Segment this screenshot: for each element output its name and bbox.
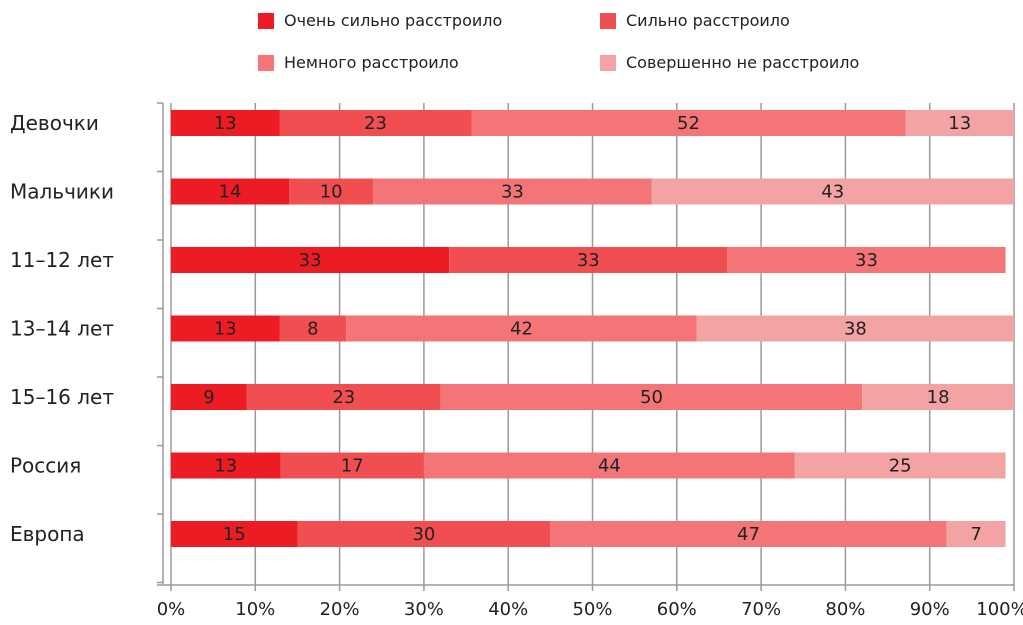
data-label: 50 (640, 387, 663, 408)
data-label: 23 (364, 113, 387, 134)
data-label: 30 (412, 524, 435, 545)
bar-segment (440, 384, 863, 410)
x-tick-label: 50% (572, 599, 612, 620)
data-label: 13 (214, 319, 237, 340)
x-tick-label: 20% (320, 599, 360, 620)
data-label: 47 (737, 524, 760, 545)
data-label: 8 (307, 319, 318, 340)
category-label: 11–12 лет (10, 248, 114, 272)
legend-label: Сильно расстроило (626, 11, 790, 30)
bar-segment (373, 178, 652, 205)
data-label: 25 (889, 456, 912, 477)
data-label: 9 (203, 387, 214, 408)
category-label: Россия (10, 454, 81, 478)
bar-segment (171, 178, 290, 205)
legend-item: Очень сильно расстроило (258, 11, 502, 30)
bar-segment (171, 521, 298, 547)
x-tick-label: 100% (976, 599, 1023, 620)
category-label: Девочки (10, 111, 99, 135)
legend-swatch-icon (600, 12, 616, 29)
data-label: 13 (214, 113, 237, 134)
legend-label: Очень сильно расстроило (284, 11, 503, 30)
bar-segment (946, 521, 1006, 547)
category-label: 13–14 лет (10, 317, 114, 341)
bar-segment (905, 110, 1014, 136)
bar-segment (423, 452, 795, 479)
data-label: 13 (214, 456, 237, 477)
data-label: 7 (970, 524, 981, 545)
legend-label: Немного расстроило (284, 53, 459, 72)
data-label: 17 (341, 456, 364, 477)
data-label: 13 (948, 113, 971, 134)
data-label: 33 (299, 250, 322, 271)
x-tick-label: 60% (657, 599, 697, 620)
bar-segment (696, 315, 1014, 342)
bar-segment (794, 452, 1006, 479)
bar-segment (449, 247, 728, 273)
x-tick-label: 90% (910, 599, 950, 620)
data-label: 44 (598, 456, 621, 477)
bar-segment (471, 110, 906, 136)
legend-label: Совершенно не расстроило (626, 53, 860, 72)
bar-segment (550, 521, 947, 547)
bar-segment (171, 452, 281, 479)
bar-segment (297, 521, 551, 547)
x-tick-label: 70% (741, 599, 781, 620)
legend-swatch-icon (600, 54, 616, 71)
bar-segment (862, 384, 1014, 410)
x-tick-label: 30% (404, 599, 444, 620)
category-label: Европа (10, 522, 85, 546)
data-label: 18 (927, 387, 950, 408)
data-label: 33 (501, 182, 524, 203)
bar-segment (171, 110, 280, 136)
data-label: 42 (510, 319, 533, 340)
data-label: 14 (219, 182, 242, 203)
x-tick-label: 10% (235, 599, 275, 620)
bar-segment (279, 110, 472, 136)
bar-segment (171, 247, 450, 273)
category-label: 15–16 лет (10, 385, 114, 409)
data-label: 52 (677, 113, 700, 134)
bar-segment (651, 178, 1014, 205)
data-label: 23 (332, 387, 355, 408)
bar-segment (346, 315, 697, 342)
legend: Очень сильно расстроило Сильно расстроил… (0, 0, 1023, 90)
legend-item: Совершенно не расстроило (600, 53, 859, 72)
data-label: 15 (223, 524, 246, 545)
x-tick-label: 80% (825, 599, 865, 620)
x-tick-label: 0% (157, 599, 186, 620)
data-label: 10 (320, 182, 343, 203)
bar-segment (246, 384, 441, 410)
legend-swatch-icon (258, 12, 274, 29)
data-label: 43 (821, 182, 844, 203)
data-label: 33 (855, 250, 878, 271)
x-tick-label: 40% (488, 599, 528, 620)
legend-item: Сильно расстроило (600, 11, 790, 30)
bar-segment (171, 315, 280, 342)
data-label: 33 (577, 250, 600, 271)
bar-segment (280, 452, 424, 479)
bar-segment (171, 384, 247, 410)
bar-segment (279, 315, 347, 342)
bar-segment (289, 178, 374, 205)
legend-item: Немного расстроило (258, 53, 459, 72)
data-label: 38 (844, 319, 867, 340)
legend-swatch-icon (258, 54, 274, 71)
category-label: Мальчики (10, 180, 114, 204)
bar-segment (727, 247, 1006, 273)
